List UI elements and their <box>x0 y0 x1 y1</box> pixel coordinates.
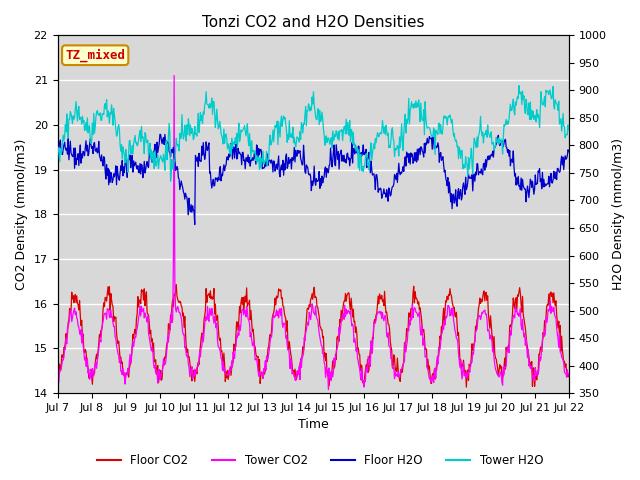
Y-axis label: CO2 Density (mmol/m3): CO2 Density (mmol/m3) <box>15 139 28 290</box>
X-axis label: Time: Time <box>298 419 328 432</box>
Legend: Floor CO2, Tower CO2, Floor H2O, Tower H2O: Floor CO2, Tower CO2, Floor H2O, Tower H… <box>92 449 548 472</box>
Y-axis label: H2O Density (mmol/m3): H2O Density (mmol/m3) <box>612 138 625 290</box>
Text: TZ_mixed: TZ_mixed <box>65 48 125 62</box>
Title: Tonzi CO2 and H2O Densities: Tonzi CO2 and H2O Densities <box>202 15 424 30</box>
